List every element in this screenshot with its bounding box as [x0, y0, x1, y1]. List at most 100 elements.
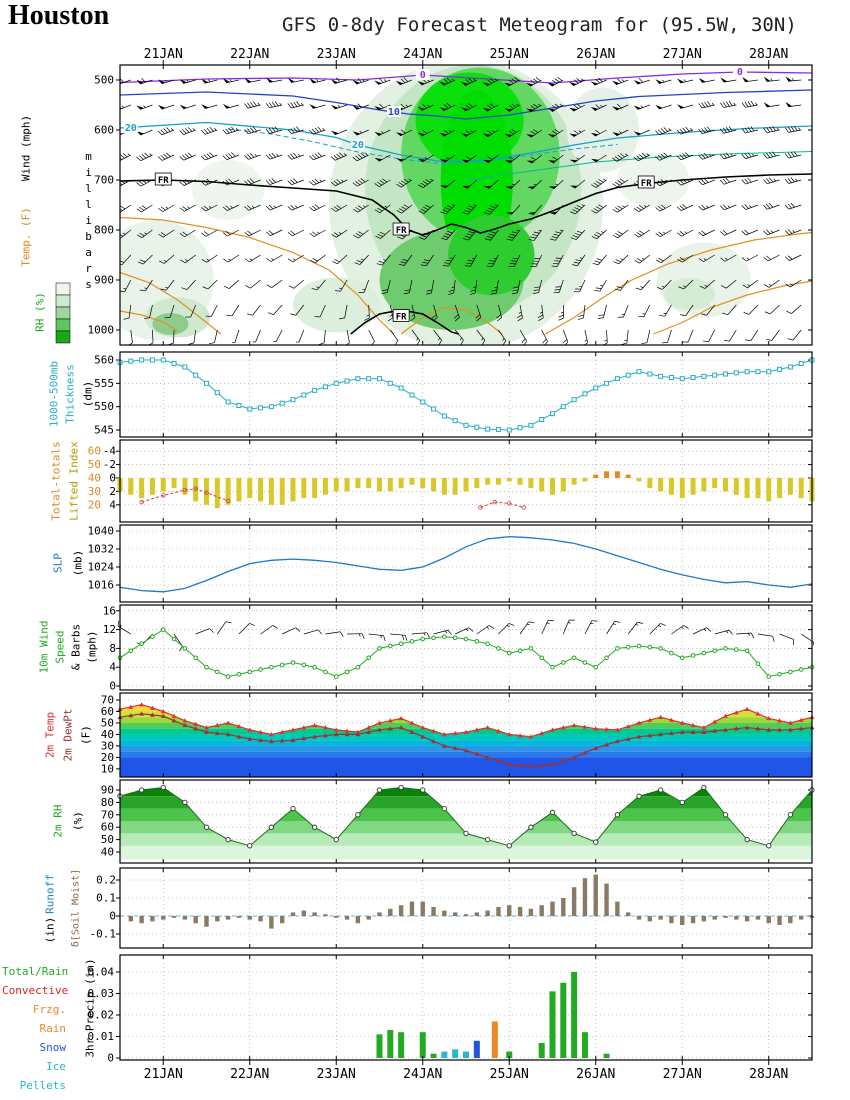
svg-text:0.01: 0.01 — [88, 1030, 115, 1043]
wind10m-label-1: 10m Wind — [37, 620, 51, 674]
chart-title: GFS 0-8dy Forecast Meteogram for (95.5W,… — [282, 14, 797, 36]
svg-text:0: 0 — [737, 67, 743, 78]
svg-text:16: 16 — [103, 604, 116, 617]
svg-text:4: 4 — [109, 498, 116, 511]
pressure-axis-label: millibars — [82, 150, 95, 294]
panel-slp: 1040 1032 1024 1016 — [88, 524, 813, 603]
svg-text:10: 10 — [388, 107, 400, 118]
svg-text:-0.1: -0.1 — [90, 928, 117, 941]
svg-text:50: 50 — [101, 833, 114, 846]
svg-text:25JAN: 25JAN — [490, 47, 529, 62]
svg-text:70: 70 — [101, 694, 114, 707]
svg-text:560: 560 — [94, 354, 114, 367]
temp-axis-label: Temp. (F) — [19, 207, 33, 267]
svg-text:27JAN: 27JAN — [663, 1067, 702, 1082]
svg-text:900: 900 — [94, 274, 114, 287]
svg-text:700: 700 — [94, 174, 114, 187]
soil-moist-label: δ[Soil Moist] — [70, 868, 82, 948]
svg-text:23JAN: 23JAN — [317, 47, 356, 62]
time-axis: 21JAN 21JAN 22JAN 22JAN 23JAN 23JAN 24JAN 24JAN… — [144, 47, 789, 1082]
svg-text:0.04: 0.04 — [88, 966, 115, 979]
svg-text:0.1: 0.1 — [96, 892, 116, 905]
dewpt-label: 2m DewPt — [61, 708, 75, 762]
wind10m-label-2: Speed — [53, 630, 67, 664]
slp-label: SLP — [51, 553, 65, 573]
svg-text:0.02: 0.02 — [88, 1009, 115, 1022]
svg-text:0: 0 — [109, 680, 116, 693]
panel-upper-air: 0 0 10 20 20 FR FR FR FR 500 600 700 800 900 1000 — [55, 64, 813, 346]
runoff-unit-label: (in) — [43, 916, 57, 944]
lifted-index-label: Lifted Index — [67, 441, 81, 521]
svg-text:20: 20 — [125, 123, 137, 134]
svg-text:-2: -2 — [103, 458, 116, 471]
svg-text:FR: FR — [396, 226, 407, 236]
wind10m-label-3: & Barbs — [69, 623, 83, 671]
svg-text:500: 500 — [94, 74, 114, 87]
panel-thickness: 560 555 550 545 — [94, 351, 815, 438]
svg-text:4: 4 — [109, 661, 116, 674]
svg-text:1040: 1040 — [88, 525, 115, 538]
svg-text:28JAN: 28JAN — [749, 1067, 788, 1082]
svg-text:30: 30 — [101, 739, 114, 752]
svg-text:0: 0 — [107, 1052, 114, 1065]
panel-precip: 0.04 0.03 0.02 0.01 0 — [88, 954, 813, 1065]
svg-text:1016: 1016 — [88, 579, 115, 592]
svg-text:40: 40 — [101, 846, 114, 859]
svg-text:26JAN: 26JAN — [576, 1067, 615, 1082]
svg-text:0.03: 0.03 — [88, 987, 115, 1000]
svg-text:24JAN: 24JAN — [403, 1067, 442, 1082]
runoff-label: Runoff — [43, 874, 57, 914]
svg-text:60: 60 — [101, 821, 114, 834]
svg-text:30: 30 — [88, 485, 101, 498]
rh2m-unit-label: (%) — [71, 811, 85, 831]
svg-text:545: 545 — [94, 424, 114, 437]
svg-text:0: 0 — [420, 70, 426, 81]
legend-item: Convective — [2, 984, 69, 997]
precip-legend: Total/Rain Convective Frzg. Rain Snow Ice Pe… — [2, 962, 69, 1095]
rh-axis-label: RH (%) — [33, 292, 47, 332]
location-title: Houston — [8, 0, 110, 31]
panel-wind10m: 16 12 8 4 0 — [103, 604, 815, 693]
svg-text:550: 550 — [94, 400, 114, 413]
svg-text:20: 20 — [101, 751, 114, 764]
legend-item: Snow — [39, 1041, 67, 1054]
svg-text:555: 555 — [94, 377, 114, 390]
svg-text:60: 60 — [101, 705, 114, 718]
svg-text:10: 10 — [101, 762, 114, 775]
svg-text:22JAN: 22JAN — [230, 47, 269, 62]
thickness-label-2: Thickness — [63, 364, 77, 424]
svg-text:70: 70 — [101, 808, 114, 821]
svg-text:50: 50 — [88, 458, 101, 471]
svg-text:12: 12 — [103, 623, 116, 636]
svg-text:600: 600 — [94, 124, 114, 137]
precip-axis-label: 3hr Precip (in) — [83, 958, 97, 1058]
svg-text:800: 800 — [94, 224, 114, 237]
svg-text:25JAN: 25JAN — [490, 1067, 529, 1082]
svg-text:24JAN: 24JAN — [403, 47, 442, 62]
svg-text:1032: 1032 — [88, 543, 115, 556]
temp2m-unit-label: (F) — [79, 725, 93, 745]
svg-text:80: 80 — [101, 796, 114, 809]
svg-text:0.2: 0.2 — [96, 874, 116, 887]
svg-text:1024: 1024 — [88, 561, 115, 574]
svg-text:22JAN: 22JAN — [230, 1067, 269, 1082]
svg-text:21JAN: 21JAN — [144, 47, 183, 62]
svg-text:20: 20 — [88, 498, 101, 511]
svg-text:21JAN: 21JAN — [144, 1067, 183, 1082]
slp-unit-label: (mb) — [71, 549, 85, 577]
svg-text:23JAN: 23JAN — [317, 1067, 356, 1082]
wind-axis-label: Wind (mph) — [19, 114, 33, 182]
svg-text:50: 50 — [101, 716, 114, 729]
svg-text:8: 8 — [109, 642, 116, 655]
svg-text:27JAN: 27JAN — [663, 47, 702, 62]
svg-text:FR: FR — [158, 176, 169, 186]
svg-text:90: 90 — [101, 784, 114, 797]
svg-text:26JAN: 26JAN — [576, 47, 615, 62]
svg-text:FR: FR — [641, 179, 652, 189]
legend-item: Frzg. Rain — [32, 1003, 66, 1035]
svg-text:1000: 1000 — [88, 324, 115, 337]
